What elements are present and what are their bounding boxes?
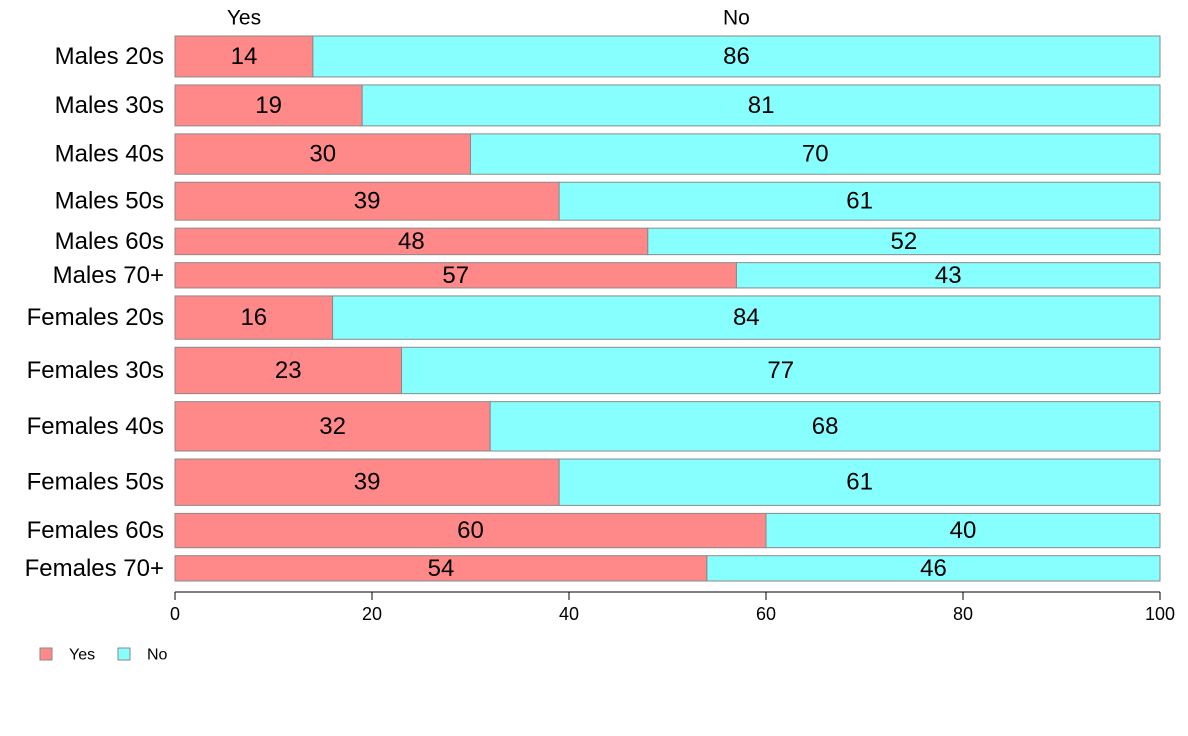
legend-swatch-yes bbox=[39, 647, 53, 661]
category-label: Males 40s bbox=[55, 141, 164, 168]
category-label: Females 70+ bbox=[25, 555, 164, 582]
category-label: Females 40s bbox=[27, 413, 164, 440]
bar-segment-no bbox=[558, 458, 1161, 506]
bar-segment-yes bbox=[174, 295, 334, 340]
x-tick-label: 20 bbox=[362, 604, 382, 624]
x-tick-label: 80 bbox=[953, 604, 973, 624]
data-label: 54 bbox=[428, 555, 455, 582]
legend: Yes No bbox=[39, 647, 168, 664]
bar-segment-no bbox=[470, 133, 1161, 175]
bar-segment-no bbox=[401, 346, 1161, 395]
bar-segment-yes bbox=[174, 401, 491, 452]
top-label: Yes bbox=[227, 7, 261, 30]
bar-segment-yes bbox=[174, 133, 471, 175]
category-label: Males 70+ bbox=[53, 262, 164, 289]
x-tick-label: 100 bbox=[1145, 604, 1175, 624]
bar-segment-no bbox=[312, 35, 1161, 78]
data-label: 52 bbox=[891, 228, 918, 255]
bar-segment-no bbox=[647, 227, 1161, 256]
top-labels: Yes No bbox=[227, 7, 750, 30]
data-label: 39 bbox=[354, 469, 381, 496]
bar-segment-no bbox=[558, 181, 1161, 221]
data-label: 68 bbox=[812, 413, 839, 440]
data-label: 61 bbox=[846, 469, 873, 496]
data-label: 57 bbox=[442, 262, 469, 289]
x-tick-label: 0 bbox=[170, 604, 180, 624]
bar-segment-yes bbox=[174, 227, 649, 256]
x-tick-label: 60 bbox=[756, 604, 776, 624]
bars: 14 86 19 81 30 70 39 61 48 52 57 43 16 84 23 77 32 68 39 61… bbox=[174, 35, 1161, 582]
data-label: 77 bbox=[767, 357, 794, 384]
data-label: 81 bbox=[748, 92, 775, 119]
bar-segment-no bbox=[489, 401, 1161, 452]
category-label: Females 20s bbox=[27, 304, 164, 331]
x-axis: 0 20 40 60 80 100 bbox=[170, 591, 1175, 624]
data-label: 46 bbox=[920, 555, 947, 582]
bar-segment-no bbox=[765, 512, 1161, 549]
bar-segment-no bbox=[735, 262, 1161, 289]
bar-segment-yes bbox=[174, 458, 560, 506]
data-label: 14 bbox=[231, 43, 258, 70]
data-label: 70 bbox=[802, 141, 829, 168]
top-label: No bbox=[723, 7, 750, 30]
data-label: 23 bbox=[275, 357, 302, 384]
data-label: 30 bbox=[309, 141, 336, 168]
data-label: 16 bbox=[240, 304, 267, 331]
category-label: Males 30s bbox=[55, 92, 164, 119]
data-label: 19 bbox=[255, 92, 282, 119]
data-label: 60 bbox=[457, 517, 484, 544]
data-label: 86 bbox=[723, 43, 750, 70]
bar-segment-yes bbox=[174, 555, 708, 582]
bar-segment-yes bbox=[174, 181, 560, 221]
data-label: 43 bbox=[935, 262, 962, 289]
bar-segment-no bbox=[361, 84, 1161, 127]
data-label: 39 bbox=[354, 188, 381, 215]
category-label: Females 50s bbox=[27, 469, 164, 496]
data-label: 61 bbox=[846, 188, 873, 215]
data-label: 32 bbox=[319, 413, 346, 440]
category-labels: Males 20s Males 30s Males 40s Males 50s Male… bbox=[25, 43, 164, 582]
category-label: Females 30s bbox=[27, 357, 164, 384]
data-label: 40 bbox=[950, 517, 977, 544]
x-tick-label: 40 bbox=[559, 604, 579, 624]
bar-segment-yes bbox=[174, 512, 767, 549]
bar-segment-yes bbox=[174, 35, 314, 78]
data-label: 84 bbox=[733, 304, 760, 331]
bar-segment-yes bbox=[174, 84, 363, 127]
bar-segment-no bbox=[332, 295, 1161, 340]
category-label: Males 50s bbox=[55, 188, 164, 215]
legend-label: Yes bbox=[69, 647, 95, 664]
legend-label: No bbox=[147, 647, 168, 664]
category-label: Males 20s bbox=[55, 43, 164, 70]
bar-segment-no bbox=[706, 555, 1161, 582]
data-label: 48 bbox=[398, 228, 425, 255]
category-label: Females 60s bbox=[27, 517, 164, 544]
legend-swatch-no bbox=[117, 647, 131, 661]
category-label: Males 60s bbox=[55, 228, 164, 255]
